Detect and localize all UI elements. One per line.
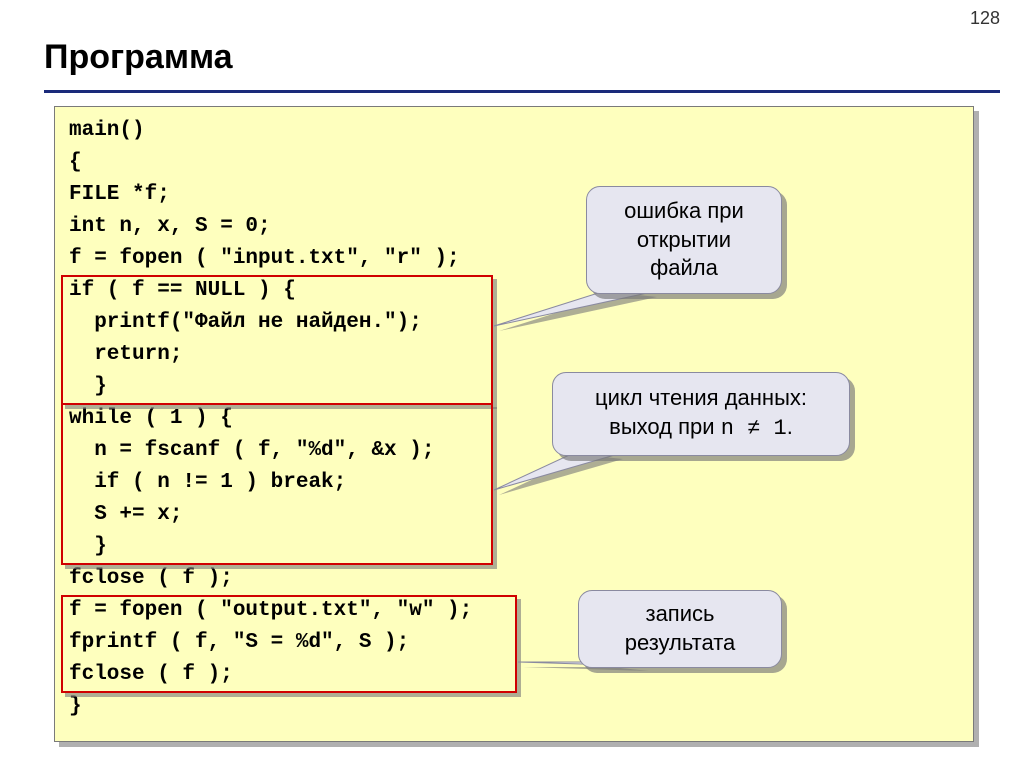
code-line: } <box>69 695 82 718</box>
write-result-callout: записьрезультата <box>578 590 782 668</box>
page-number: 128 <box>970 8 1000 29</box>
highlight-box <box>61 403 493 565</box>
read-loop-callout: цикл чтения данных:выход при n ≠ 1. <box>552 372 850 456</box>
title-rule <box>44 90 1000 93</box>
code-line: main() <box>69 119 145 142</box>
code-line: { <box>69 151 82 174</box>
code-line: FILE *f; <box>69 183 170 206</box>
code-line: f = fopen ( "input.txt", "r" ); <box>69 247 460 270</box>
slide-title: Программа <box>44 38 233 77</box>
highlight-box <box>61 595 517 693</box>
callout-text: цикл чтения данных:выход при n ≠ 1. <box>595 384 807 443</box>
code-line: int n, x, S = 0; <box>69 215 271 238</box>
callout-text: ошибка приоткрытиифайла <box>624 197 744 283</box>
code-line: fclose ( f ); <box>69 567 233 590</box>
error-open-file-callout: ошибка приоткрытиифайла <box>586 186 782 294</box>
callout-text: записьрезультата <box>625 600 736 657</box>
highlight-box <box>61 275 493 405</box>
